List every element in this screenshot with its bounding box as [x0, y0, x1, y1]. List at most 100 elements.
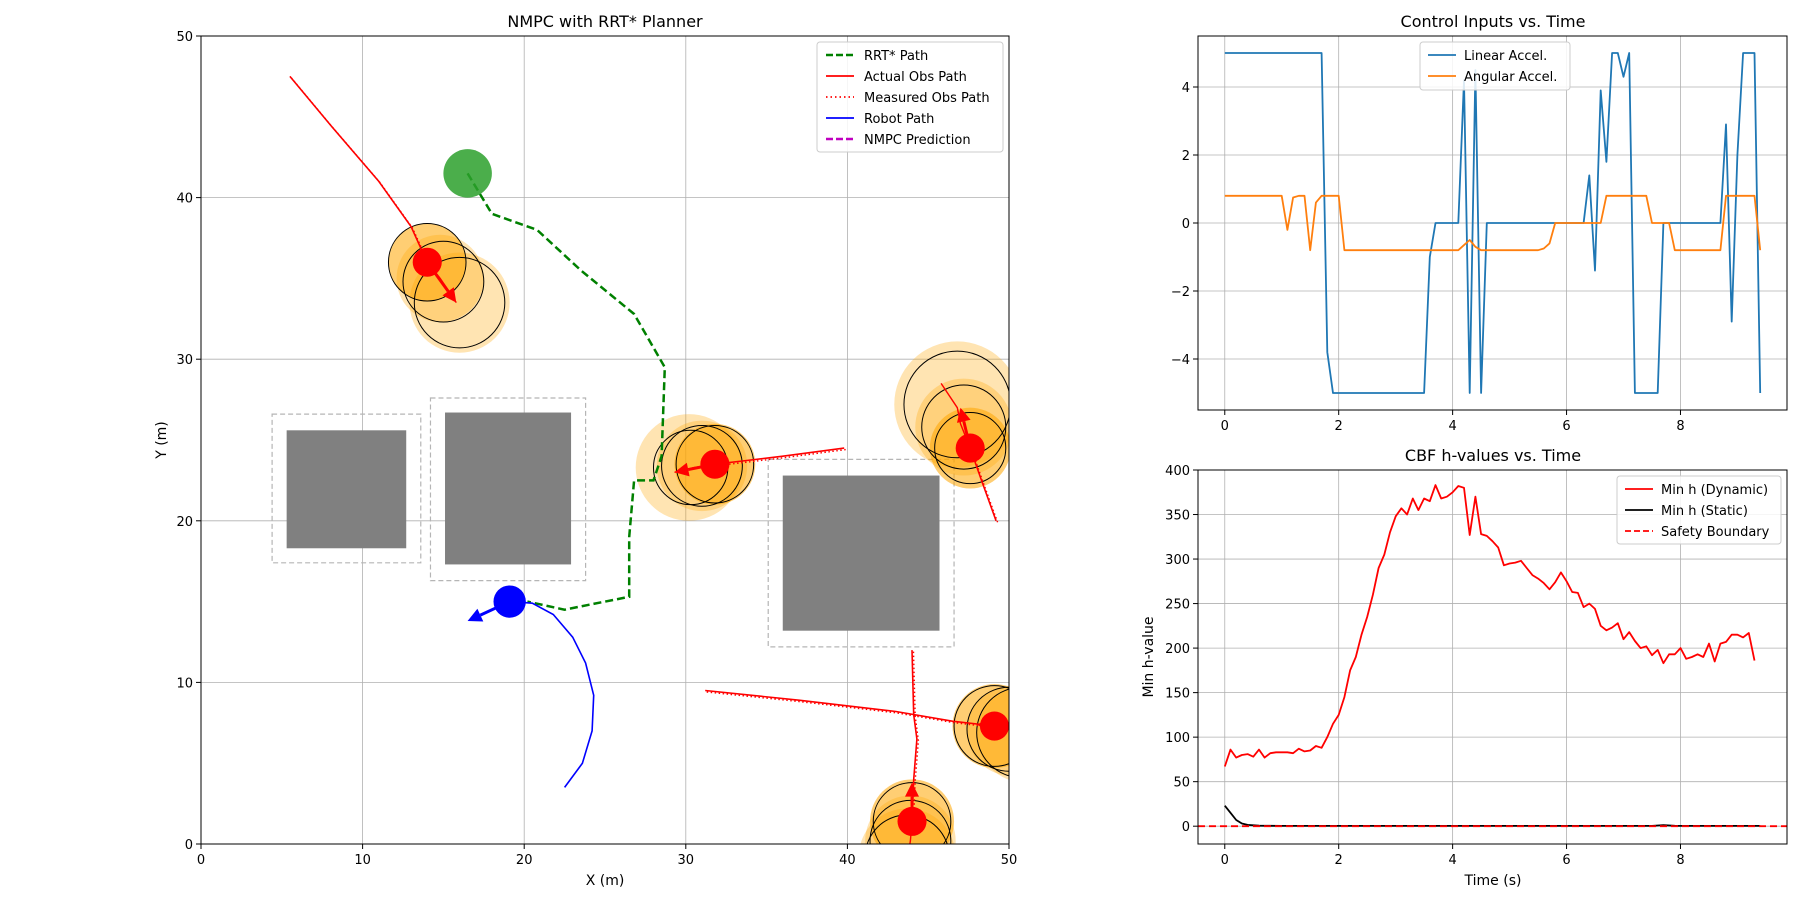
cbf-y-label: Min h-value [1141, 616, 1157, 697]
obstacle-2-ring-2 [903, 350, 1009, 459]
obstacle-4-ring-0 [872, 782, 952, 844]
legend-label-robot-path: Robot Path [864, 112, 934, 127]
controls-series-angular-accel [1224, 194, 1762, 252]
map-y-tick-label-1: 10 [176, 676, 193, 691]
cbf-axes-frame [1197, 469, 1788, 845]
cbf-x-ticks: 0 2 4 6 8 [1221, 844, 1685, 868]
obstacle-2-velocity-arrow-head [957, 407, 971, 423]
cbf-y-tick-label-6: 300 [1165, 553, 1190, 568]
obstacle-1-ring-1 [661, 424, 743, 507]
controls-x-tick-label-4: 8 [1676, 419, 1684, 434]
cbf-plot-area [1198, 484, 1787, 828]
map-axes-frame [200, 35, 1010, 845]
obstacle-3-ring-2 [976, 688, 1009, 777]
map-chart: NMPC with RRT* Planner 0 10 20 30 40 50 0 10 20… [154, 12, 1017, 889]
obstacle-0-ring-1 [402, 240, 485, 323]
cbf-x-label: Time (s) [1464, 873, 1522, 889]
controls-x-ticks: 0 2 4 6 8 [1221, 410, 1685, 434]
cbf-y-tick-label-8: 400 [1165, 464, 1190, 479]
controls-y-tick-label-1: −2 [1171, 285, 1190, 300]
legend-entry-safety-boundary: Safety Boundary [1625, 525, 1770, 540]
obstacle-4-measured-path [912, 651, 920, 823]
dynamic-obstacle-2 [955, 433, 985, 463]
map-x-tick-label-0: 0 [197, 853, 205, 868]
obstacle-0-ring-0 [387, 222, 467, 302]
static-obstacle-2 [782, 475, 940, 631]
cbf-y-tick-label-5: 250 [1165, 598, 1190, 613]
obstacle-1-measured-path [716, 448, 846, 467]
map-plot-area [271, 75, 1009, 844]
map-legend-box [816, 41, 1004, 153]
map-x-tick-label-1: 10 [354, 853, 371, 868]
map-y-tick-label-5: 50 [176, 30, 193, 45]
legend-label-linear-accel: Linear Accel. [1464, 49, 1547, 64]
controls-y-tick-label-2: 0 [1182, 217, 1190, 232]
map-y-tick-label-4: 40 [176, 192, 193, 207]
cbf-x-tick-label-0: 0 [1221, 853, 1229, 868]
controls-plot-area [1224, 52, 1762, 394]
obstacle-3-ring-0 [953, 685, 1009, 767]
map-y-ticks: 0 10 20 30 40 50 [176, 30, 201, 853]
dynamic-obstacle-4 [897, 806, 927, 836]
map-x-ticks: 0 10 20 30 40 50 [197, 844, 1017, 868]
legend-entry-rrt-path: RRT* Path [826, 49, 928, 64]
legend-entry-actual-obs-path: Actual Obs Path [826, 70, 967, 85]
legend-entry-angular-accel: Angular Accel. [1428, 70, 1557, 85]
legend-label-actual-obs-path: Actual Obs Path [864, 70, 967, 85]
map-x-tick-label-4: 40 [839, 853, 856, 868]
controls-y-tick-label-0: −4 [1171, 353, 1190, 368]
map-x-tick-label-2: 20 [516, 853, 533, 868]
controls-title: Control Inputs vs. Time [1401, 12, 1586, 31]
controls-legend-box [1419, 41, 1571, 91]
robot-marker [493, 585, 526, 618]
cbf-y-tick-label-7: 350 [1165, 509, 1190, 524]
static-obstacle-1 [445, 412, 572, 565]
static-obstacle-0 [286, 430, 407, 549]
cbf-chart: CBF h-values vs. Time 0 2 4 6 8 0 50 100 150 200… [1141, 446, 1788, 889]
rrt-path [466, 172, 667, 611]
legend-entry-robot-path: Robot Path [826, 112, 934, 127]
legend-label-angular-accel: Angular Accel. [1464, 70, 1557, 85]
map-y-label: Y (m) [154, 421, 170, 460]
obstacle-1-bubble-2 [635, 414, 743, 521]
legend-label-min-h-dynamic: Min h (Dynamic) [1661, 483, 1768, 498]
obstacle-4-velocity-arrow-head [905, 782, 919, 797]
legend-label-min-h-static: Min h (Static) [1661, 504, 1748, 519]
cbf-series-min-h-static [1224, 805, 1761, 827]
dynamic-obstacle-0 [412, 247, 442, 277]
cbf-x-tick-label-4: 8 [1676, 853, 1684, 868]
legend-entry-linear-accel: Linear Accel. [1428, 49, 1547, 64]
obstacle-3-measured-path [706, 691, 997, 729]
map-x-label: X (m) [586, 873, 625, 889]
controls-y-ticks: −4 −2 0 2 4 [1171, 81, 1198, 368]
obstacle-1-ring-0 [675, 424, 755, 504]
controls-x-tick-label-2: 4 [1448, 419, 1456, 434]
static-obstacle-margin-0 [271, 413, 422, 564]
controls-x-tick-label-1: 2 [1335, 419, 1343, 434]
legend-label-rrt-path: RRT* Path [864, 49, 928, 64]
cbf-title: CBF h-values vs. Time [1405, 446, 1581, 465]
static-obstacle-margin-1 [429, 397, 587, 582]
cbf-y-tick-label-3: 150 [1165, 687, 1190, 702]
cbf-y-ticks: 0 50 100 150 200 250 300 350 400 [1165, 464, 1198, 835]
obstacle-0-ring-2 [413, 256, 506, 349]
cbf-y-tick-label-4: 200 [1165, 642, 1190, 657]
map-x-tick-label-3: 30 [678, 853, 695, 868]
cbf-legend-box [1616, 475, 1782, 545]
controls-y-tick-label-3: 2 [1182, 149, 1190, 164]
obstacle-0-velocity-arrow-head [442, 287, 457, 303]
goal-marker [443, 149, 492, 198]
legend-entry-min-h-static: Min h (Static) [1625, 504, 1748, 519]
map-y-tick-label-2: 20 [176, 515, 193, 530]
cbf-x-tick-label-1: 2 [1335, 853, 1343, 868]
legend-label-measured-obs-path: Measured Obs Path [864, 91, 990, 106]
cbf-series-min-h-dynamic [1223, 484, 1756, 767]
cbf-y-tick-label-2: 100 [1165, 731, 1190, 746]
obstacle-0-bubble-2 [409, 252, 510, 353]
robot-heading-arrow-head [467, 608, 484, 622]
legend-entry-measured-obs-path: Measured Obs Path [826, 91, 990, 106]
controls-chart: Control Inputs vs. Time 0 2 4 6 8 −4 −2 0 2 4 Li… [1171, 12, 1788, 434]
cbf-x-tick-label-2: 4 [1448, 853, 1456, 868]
controls-y-tick-label-4: 4 [1182, 81, 1190, 96]
